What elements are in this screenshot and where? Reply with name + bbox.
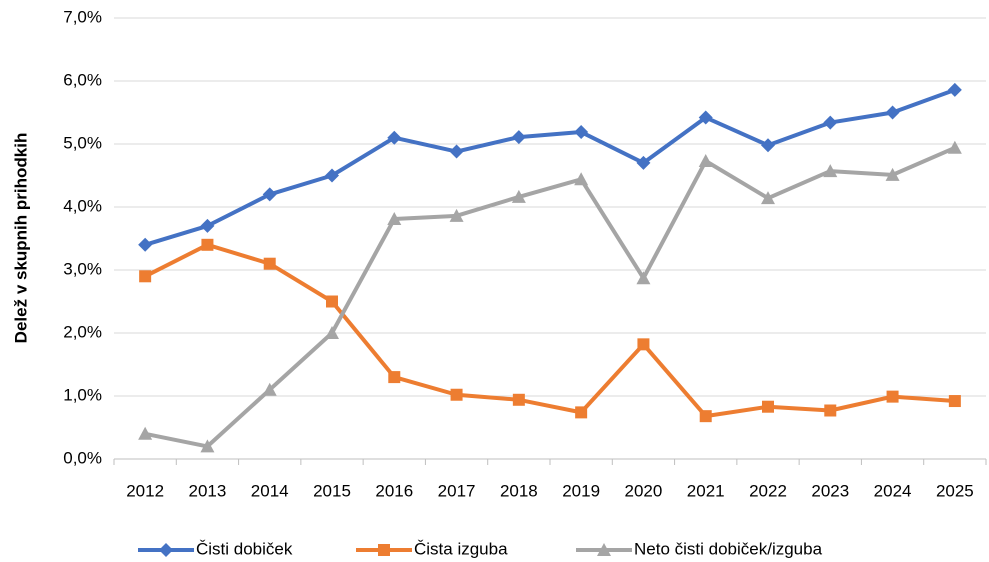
data-point [511, 189, 526, 203]
x-tick-label: 2015 [313, 481, 351, 500]
series-line [144, 87, 956, 247]
data-point [387, 211, 402, 225]
legend-marker [597, 543, 611, 556]
data-point [762, 400, 774, 413]
data-point [885, 167, 900, 181]
data-point [201, 238, 214, 251]
data-point [138, 237, 153, 252]
y-tick-label: 4,0% [63, 196, 102, 215]
data-point [699, 410, 712, 423]
data-point [698, 154, 713, 168]
data-point [823, 115, 838, 130]
data-point [574, 172, 589, 186]
y-tick-label: 2,0% [63, 322, 102, 341]
data-point [449, 208, 464, 222]
data-point [138, 426, 153, 440]
data-point [637, 338, 650, 351]
data-point [200, 439, 215, 453]
x-tick-label: 2025 [936, 481, 974, 500]
x-tick-label: 2023 [811, 481, 849, 500]
data-point [947, 140, 962, 154]
y-tick-label: 3,0% [63, 259, 102, 278]
data-point [948, 395, 961, 408]
data-point [263, 257, 276, 270]
y-tick-label: 6,0% [63, 70, 102, 89]
data-point [388, 371, 401, 384]
data-point [449, 144, 464, 159]
legend-marker [159, 543, 173, 557]
data-point [761, 191, 775, 205]
x-tick-label: 2012 [126, 481, 164, 500]
data-point [262, 382, 277, 396]
data-point [947, 82, 962, 97]
y-tick-label: 0,0% [63, 448, 102, 467]
y-tick-label: 7,0% [63, 7, 102, 26]
x-tick-label: 2020 [625, 481, 663, 500]
data-point [450, 388, 463, 401]
data-point [511, 130, 526, 145]
y-tick-label: 5,0% [63, 133, 102, 152]
x-tick-label: 2014 [251, 481, 289, 500]
legend-marker [378, 544, 390, 556]
x-tick-label: 2013 [189, 481, 227, 500]
y-axis-title: Delež v skupnih prihodkih [11, 133, 30, 344]
data-point [262, 187, 277, 202]
data-point [512, 393, 525, 406]
x-tick-label: 2016 [375, 481, 413, 500]
data-point [885, 105, 900, 120]
x-tick-label: 2022 [749, 481, 787, 500]
x-tick-label: 2017 [438, 481, 476, 500]
series-line [144, 242, 955, 419]
x-tick-label: 2018 [500, 481, 538, 500]
legend-label: Neto čisti dobiček/izguba [634, 539, 823, 558]
x-tick-label: 2021 [687, 481, 725, 500]
data-point [387, 130, 402, 145]
data-point [575, 406, 588, 419]
data-point [698, 110, 713, 125]
data-point [823, 164, 838, 178]
data-point [636, 155, 651, 170]
legend-label: Čista izguba [414, 539, 508, 558]
data-point [574, 125, 589, 140]
series-line [144, 145, 956, 449]
data-point [326, 295, 338, 308]
y-tick-label: 1,0% [63, 385, 102, 404]
x-tick-label: 2024 [874, 481, 912, 500]
data-point [139, 270, 152, 283]
data-point [200, 218, 215, 233]
data-point [761, 138, 775, 153]
data-point [886, 390, 899, 403]
legend-label: Čisti dobiček [196, 539, 293, 558]
data-point [325, 326, 339, 339]
data-point [636, 271, 651, 285]
data-point [824, 404, 837, 417]
data-point [325, 168, 339, 183]
x-tick-label: 2019 [562, 481, 600, 500]
